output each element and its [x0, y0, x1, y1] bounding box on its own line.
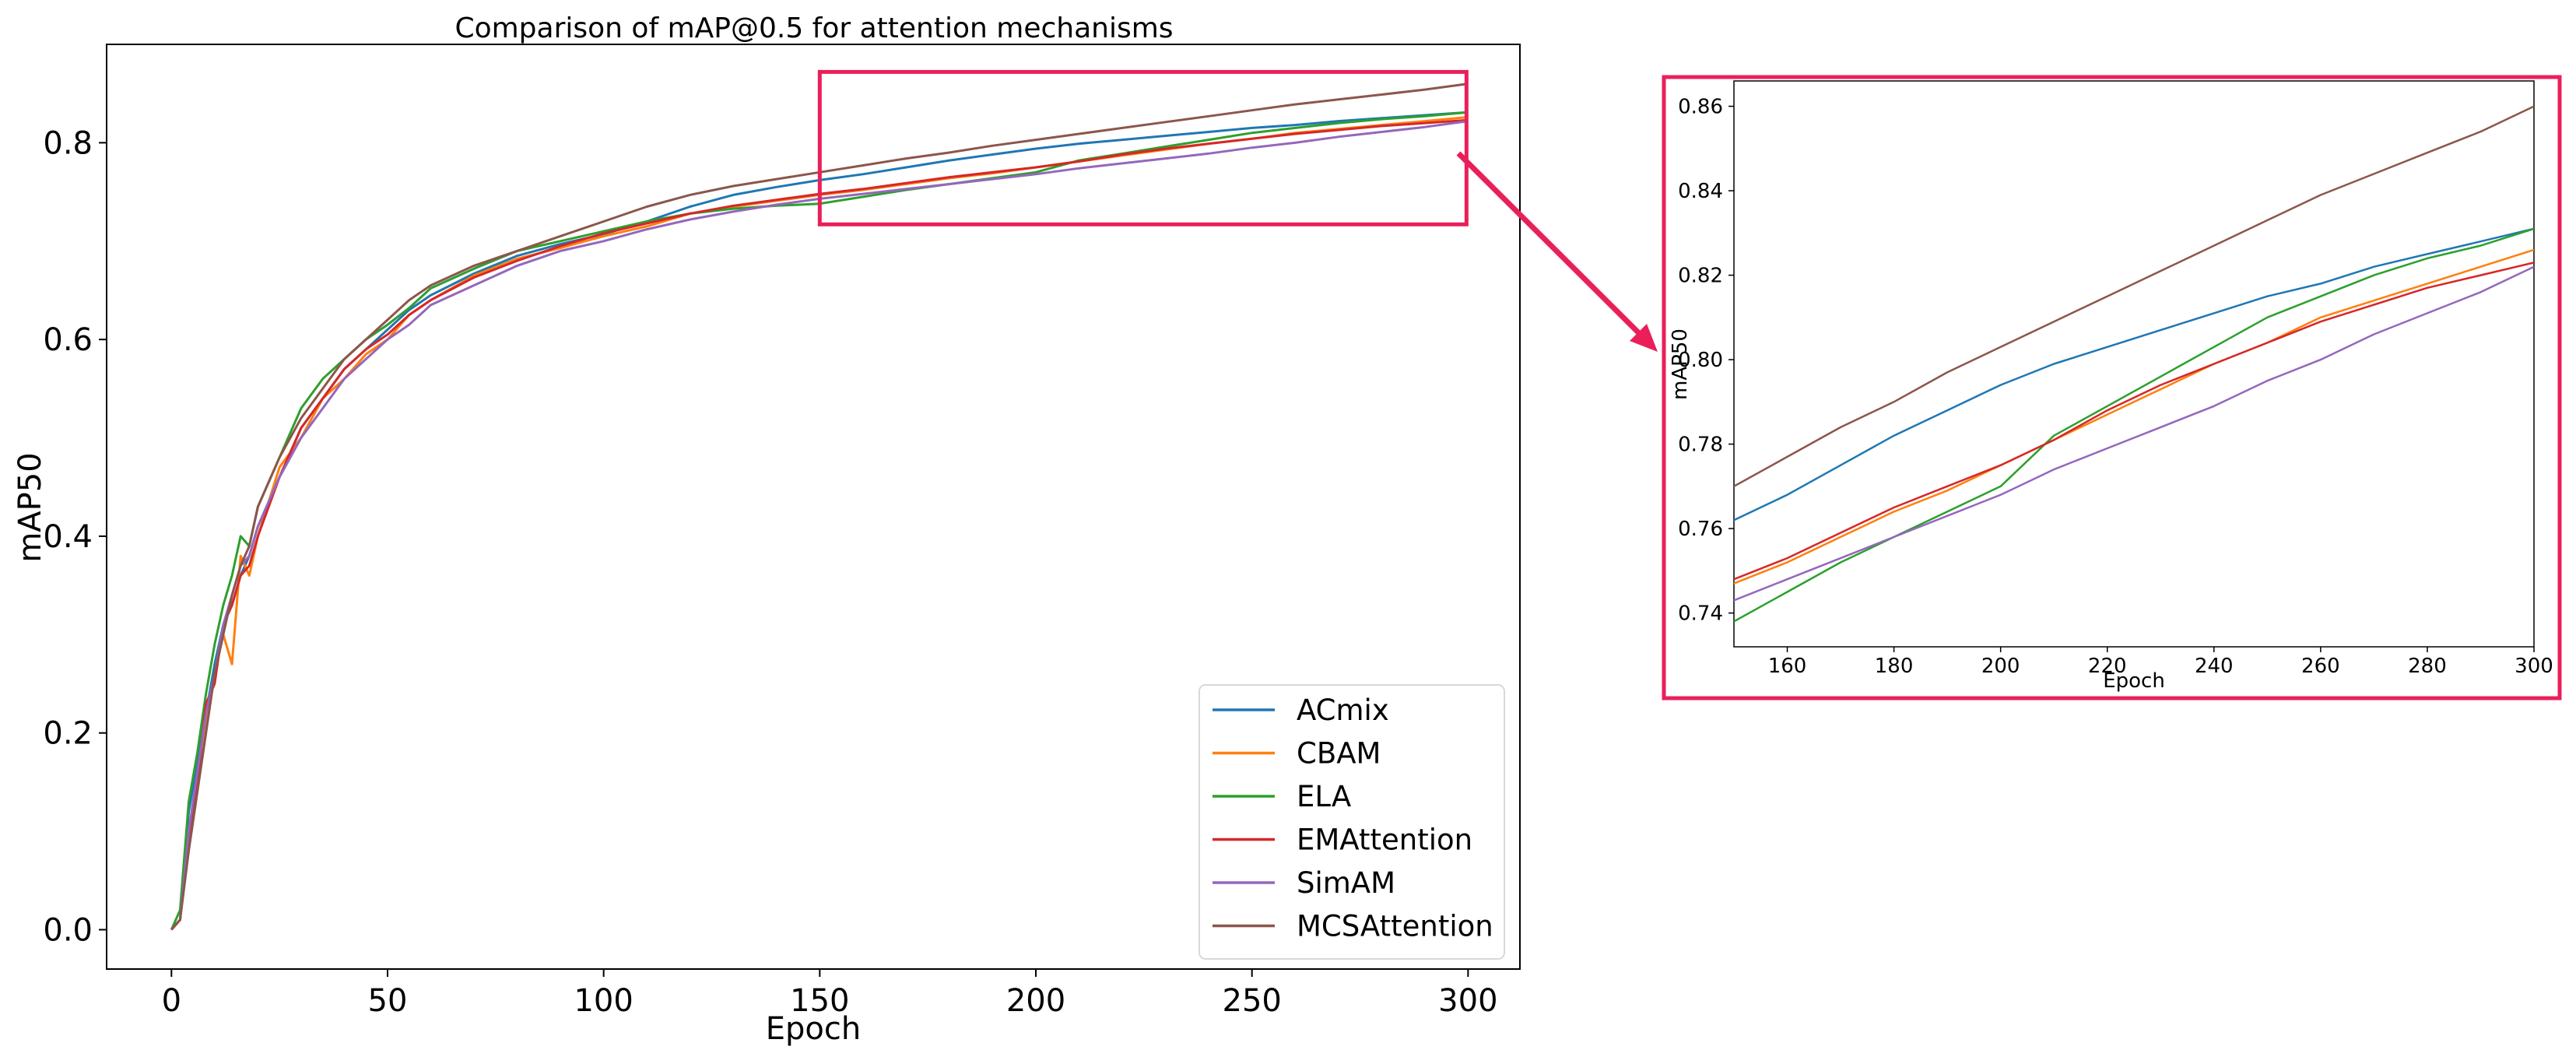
x-tick-label: 100	[574, 983, 633, 1019]
zoom-y-tick-label: 0.78	[1678, 434, 1723, 457]
main-series-lines	[170, 83, 1469, 931]
zoom-series-line-simam	[1734, 265, 2534, 602]
y-tick-label: 0.0	[43, 912, 93, 948]
main-plot-frame	[106, 44, 1521, 970]
main-y-axis-label: mAP50	[12, 452, 48, 562]
y-tick-label: 0.8	[43, 125, 93, 161]
zoom-y-ticks: 0.74 0.76 0.78 0.80 0.82 0.84 0.86	[1678, 96, 1734, 626]
zoom-x-tick-label: 280	[2408, 655, 2447, 678]
main-chart-title: Comparison of mAP@0.5 for attention mech…	[454, 12, 1173, 44]
main-y-ticks: 0.0 0.2 0.4 0.6 0.8	[43, 125, 107, 948]
x-tick-label: 250	[1223, 983, 1282, 1019]
zoom-x-axis-label: Epoch	[2103, 669, 2165, 693]
x-tick-label: 300	[1438, 983, 1497, 1019]
zoom-y-tick-label: 0.76	[1678, 518, 1723, 541]
zoom-y-tick-label: 0.80	[1678, 349, 1723, 372]
x-tick-label: 200	[1006, 983, 1065, 1019]
main-x-axis-label: Epoch	[766, 1011, 861, 1047]
x-tick-label: 50	[368, 983, 408, 1019]
zoom-x-tick-label: 180	[1875, 655, 1914, 678]
legend: ACmix CBAM ELA EMAttention SimAM MCSAttention	[1199, 684, 1505, 960]
main-x-ticks: 0 50 100 150 200 250 300	[162, 969, 1498, 1019]
zoom-inset-chart: 160 180 200 220 240 260 280 300 0.74 0.76 0.78 0.8…	[1662, 75, 2562, 701]
zoom-y-tick-label: 0.74	[1678, 602, 1723, 626]
zoom-y-tick-label: 0.82	[1678, 265, 1723, 288]
zoom-arrow-head	[1630, 324, 1658, 352]
zoom-y-tick-label: 0.86	[1678, 96, 1723, 119]
legend-label-emattention: EMAttention	[1297, 823, 1472, 857]
zoom-x-ticks: 160 180 200 220 240 260 280 300	[1768, 647, 2553, 678]
zoom-x-tick-label: 240	[2195, 655, 2234, 678]
zoom-y-axis-label: mAP50	[1669, 328, 1692, 400]
y-tick-label: 0.4	[43, 519, 93, 555]
series-line-ela	[170, 111, 1469, 931]
legend-frame	[1199, 684, 1505, 960]
zoom-x-tick-label: 300	[2515, 655, 2553, 678]
legend-label-mcsattention: MCSAttention	[1297, 910, 1493, 943]
series-line-emattention	[170, 118, 1469, 931]
zoom-inset-border	[1662, 75, 2562, 701]
legend-label-ela: ELA	[1297, 780, 1351, 813]
zoom-arrow	[1456, 151, 1658, 352]
zoom-x-tick-label: 220	[2088, 655, 2127, 678]
zoom-x-tick-label: 200	[1981, 655, 2020, 678]
zoom-series-line-mcsattention	[1734, 105, 2534, 488]
x-tick-label: 150	[790, 983, 849, 1019]
legend-label-cbam: CBAM	[1297, 737, 1381, 771]
zoom-arrow-line	[1456, 151, 1644, 339]
main-chart: Comparison of mAP@0.5 for attention mech…	[12, 12, 1521, 1047]
zoom-x-tick-label: 260	[2301, 655, 2340, 678]
series-line-mcsattention	[170, 83, 1469, 931]
x-tick-label: 0	[162, 983, 181, 1019]
y-tick-label: 0.6	[43, 322, 93, 358]
zoom-series-line-emattention	[1734, 262, 2534, 581]
y-tick-label: 0.2	[43, 716, 93, 752]
legend-label-simam: SimAM	[1297, 866, 1395, 900]
zoom-y-tick-label: 0.84	[1678, 180, 1723, 203]
zoom-x-tick-label: 160	[1768, 655, 1807, 678]
zoom-series-line-cbam	[1734, 248, 2534, 585]
zoom-series-line-ela	[1734, 227, 2534, 623]
legend-label-acmix: ACmix	[1297, 694, 1389, 727]
zoom-highlight-box	[817, 69, 1469, 226]
zoom-plot-frame	[1733, 80, 2535, 648]
zoom-series-lines	[1734, 105, 2534, 623]
zoom-series-line-acmix	[1734, 227, 2534, 521]
